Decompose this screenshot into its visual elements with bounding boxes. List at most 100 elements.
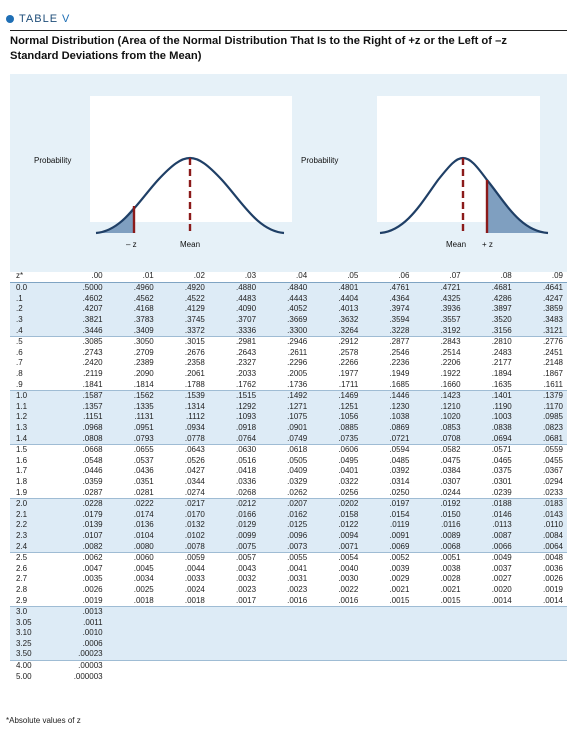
probability-cell: .0013	[38, 605, 107, 618]
probability-cell: .2451	[542, 347, 563, 357]
probability-cell: .1357	[38, 401, 107, 413]
probability-cell: .0057	[208, 551, 261, 564]
probability-cell: .4641	[515, 282, 567, 294]
z-value-cell: 2.5	[10, 551, 38, 564]
probability-cell: .0427	[184, 466, 205, 476]
probability-cell: .1093	[208, 412, 261, 423]
probability-cell: .3859	[515, 304, 567, 315]
probability-cell: .0069	[362, 541, 414, 553]
probability-cell	[260, 649, 312, 661]
table-row: 2.3.0107.0104.0102.0099.0096.0094.0091.0…	[10, 530, 567, 542]
right-mean-label: Mean	[446, 240, 467, 249]
probability-cell: .4721	[413, 282, 465, 294]
probability-cell	[311, 605, 363, 618]
probability-cell: .0409	[287, 466, 308, 476]
probability-cell: .2810	[464, 335, 516, 348]
probability-cell: .0020	[491, 584, 512, 594]
probability-cell: .4483	[208, 293, 261, 305]
right-probability-label: Probability	[301, 156, 339, 165]
table-row: 3.0.0013	[10, 605, 567, 618]
probability-cell: .0162	[260, 509, 312, 521]
probability-cell: .0465	[491, 455, 512, 465]
probability-cell: .1469	[311, 389, 363, 402]
probability-cell	[106, 605, 158, 618]
probability-cell: .0089	[413, 530, 465, 542]
probability-cell: .0384	[440, 466, 461, 476]
probability-cell: .0838	[464, 422, 516, 434]
probability-cell: .00023	[38, 649, 107, 661]
probability-cell: .0025	[133, 584, 154, 594]
probability-cell	[413, 671, 464, 682]
probability-cell: .4364	[362, 293, 414, 305]
probability-cell: .1841	[82, 379, 103, 389]
probability-cell	[157, 659, 209, 672]
probability-cell	[464, 649, 516, 661]
probability-cell: .0643	[157, 443, 209, 456]
probability-cell: .1379	[515, 389, 567, 402]
probability-cell: .0749	[260, 433, 312, 445]
probability-cell: .00003	[38, 659, 107, 672]
probability-cell: .0015	[389, 595, 410, 605]
probability-cell: .0268	[236, 487, 257, 497]
probability-cell: .0026	[542, 574, 563, 584]
z-value-cell: 2.0	[10, 497, 38, 510]
probability-cell: .0351	[133, 476, 154, 486]
probability-cell: .0044	[184, 563, 205, 573]
z-value-cell: 1.0	[10, 389, 38, 402]
table-row: .7 .2420 .2389 .2358 .2327 .2296 .2266 .2236 .22…	[10, 358, 567, 369]
probability-cell: .0582	[413, 443, 465, 456]
probability-cell: .0630	[208, 443, 261, 456]
probability-cell: .2843	[413, 335, 465, 348]
probability-cell: .0436	[133, 466, 154, 476]
probability-cell	[464, 659, 516, 672]
probability-cell	[311, 659, 363, 672]
probability-cell: .0170	[157, 509, 209, 521]
z-value-cell: 3.10	[10, 628, 38, 639]
probability-cell: .0119	[362, 520, 414, 531]
probability-cell: .0075	[208, 541, 261, 553]
z-value-cell: 2.9	[16, 595, 28, 605]
probability-cell: .4761	[362, 282, 414, 294]
z-value-cell: 2.8	[16, 584, 28, 594]
probability-cell: .4168	[106, 304, 158, 315]
probability-cell	[311, 649, 363, 661]
z-value-cell: 1.4	[10, 433, 38, 445]
table-row: .6 .2743 .2709 .2676 .2643 .2611 .2578 .2546 .25…	[10, 348, 567, 359]
probability-cell: .0735	[311, 433, 363, 445]
probability-cell: .2206	[440, 358, 461, 368]
probability-cell: .0287	[82, 487, 103, 497]
probability-cell: .0262	[287, 487, 308, 497]
probability-cell: .2776	[515, 335, 567, 348]
probability-cell: .0017	[236, 595, 257, 605]
z-value-cell: 1.2	[10, 412, 38, 423]
probability-cell: .3085	[38, 335, 107, 348]
probability-cell: .0080	[106, 541, 158, 553]
probability-cell	[413, 649, 465, 661]
column-header: .05	[311, 269, 363, 283]
probability-cell: .0032	[236, 574, 257, 584]
table-row: 2.2.0139.0136.0132.0129.0125.0122.0119.0…	[10, 520, 567, 531]
probability-cell	[260, 617, 312, 628]
right-z-label: + z	[482, 240, 493, 249]
probability-cell: .0495	[338, 455, 359, 465]
probability-cell: .5000	[38, 282, 107, 294]
probability-cell: .0446	[82, 466, 103, 476]
probability-cell: .2061	[184, 369, 205, 379]
probability-cell: .1922	[440, 369, 461, 379]
probability-cell	[464, 605, 516, 618]
probability-cell: .0217	[157, 497, 209, 510]
probability-cell: .0281	[133, 487, 154, 497]
probability-cell: .0150	[413, 509, 465, 521]
probability-cell: .0073	[260, 541, 312, 553]
table-row: 1.2.1151.1131.1112.1093.1075.1056.1038.1…	[10, 412, 567, 423]
probability-cell: .2177	[491, 358, 512, 368]
probability-cell: .0034	[133, 574, 154, 584]
probability-cell: .2483	[491, 347, 512, 357]
probability-cell: .4443	[260, 293, 312, 305]
probability-cell: .3707	[208, 314, 261, 326]
probability-cell	[106, 628, 158, 639]
probability-cell: .0455	[542, 455, 563, 465]
probability-cell	[208, 649, 261, 661]
probability-cell: .3745	[157, 314, 209, 326]
probability-cell: .1112	[157, 412, 209, 423]
